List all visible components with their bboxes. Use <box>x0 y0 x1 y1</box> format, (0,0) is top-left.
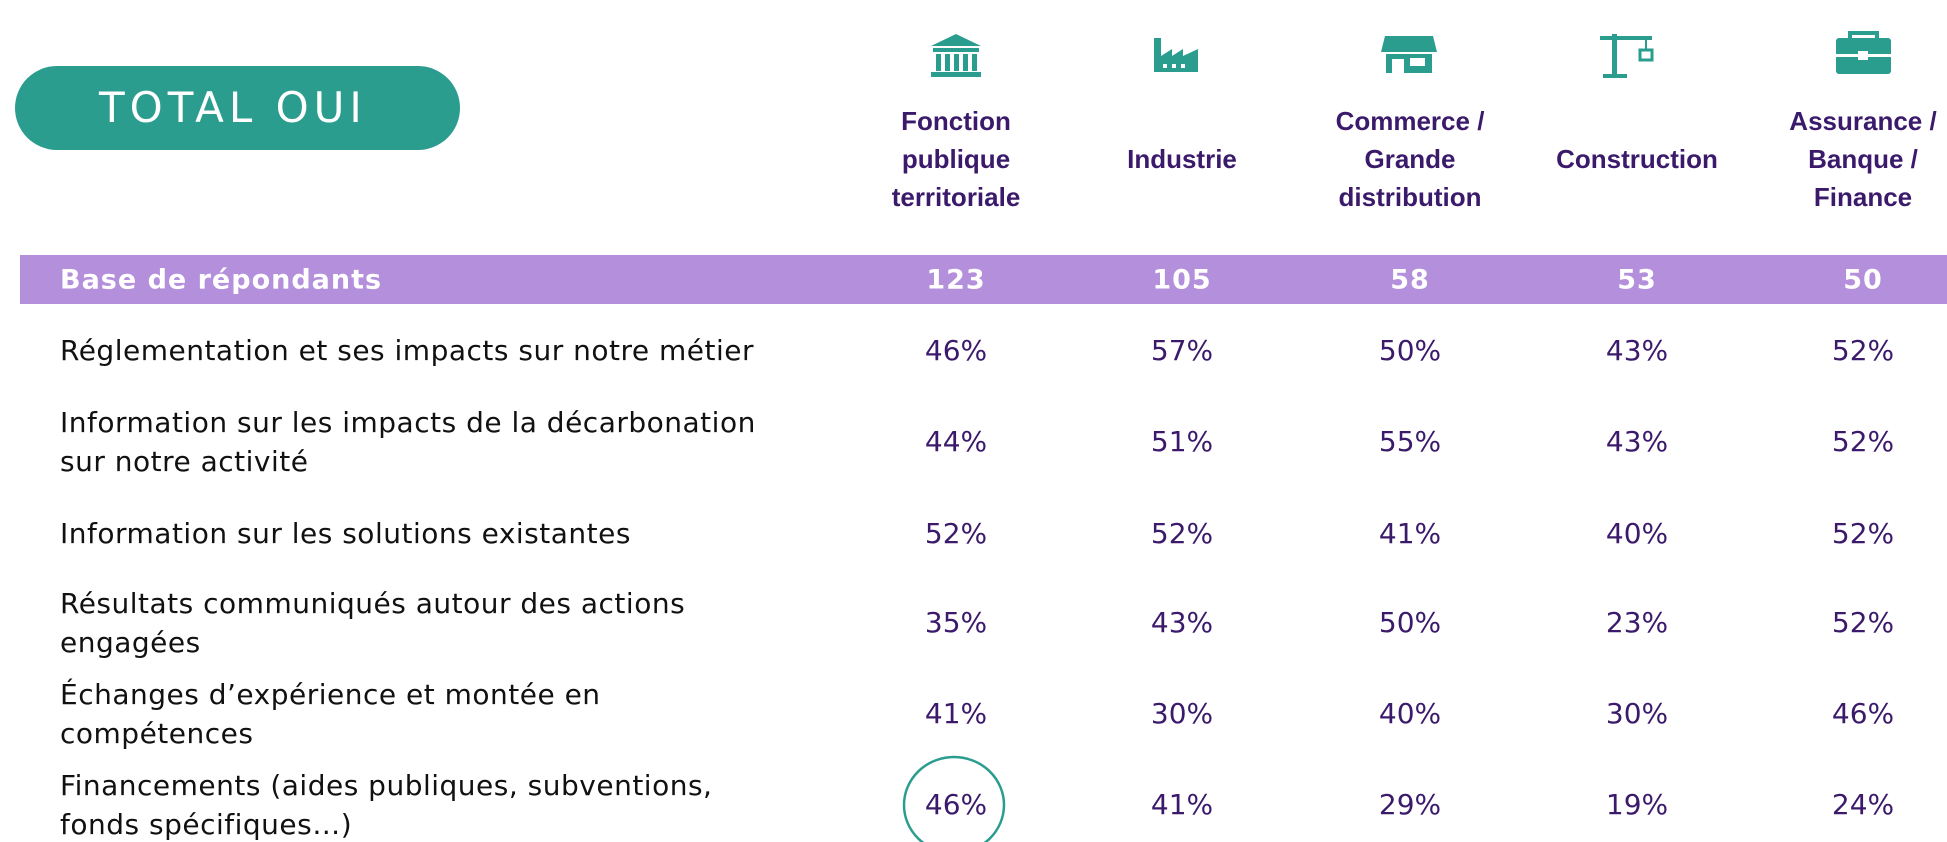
cell-value: 43% <box>1605 425 1669 458</box>
cell-value: 23% <box>1605 606 1669 639</box>
cell-value: 19% <box>1605 788 1669 821</box>
icon-factory <box>1154 38 1198 72</box>
column-header: territoriale <box>891 182 1021 212</box>
highlight-circle <box>902 755 1006 842</box>
row-label: Échanges d’expérience et montée en <box>60 677 601 711</box>
title: TOTAL OUI <box>99 83 367 132</box>
cell-value: 41% <box>1378 517 1442 550</box>
title-pill <box>15 66 460 150</box>
cell-value: 24% <box>1831 788 1895 821</box>
cell-value: 46% <box>924 334 988 367</box>
cell-value: 46% <box>924 788 988 821</box>
icon-shop <box>1381 36 1437 73</box>
cell-value: 35% <box>924 606 988 639</box>
cell-value: 30% <box>1150 697 1214 730</box>
column-header: Fonction <box>901 106 1011 136</box>
column-header: Banque / <box>1808 144 1918 174</box>
cell-value: 50% <box>1378 606 1442 639</box>
row-label: engagées <box>60 625 201 659</box>
cell-value: 57% <box>1150 334 1214 367</box>
base-band <box>20 255 1947 304</box>
base-value: 50 <box>1843 264 1883 296</box>
base-value: 53 <box>1617 264 1657 296</box>
icon-government <box>931 34 981 77</box>
row-label: compétences <box>60 716 254 750</box>
cell-value: 52% <box>1831 517 1895 550</box>
cell-value: 51% <box>1150 425 1214 458</box>
column-header: Finance <box>1813 182 1913 212</box>
cell-value: 43% <box>1605 334 1669 367</box>
cell-value: 43% <box>1150 606 1214 639</box>
column-header: Industrie <box>1127 144 1237 174</box>
row-label: Information sur les impacts de la décarb… <box>60 405 756 439</box>
row-label: fonds spécifiques…) <box>60 807 353 841</box>
row-label: Résultats communiqués autour des actions <box>60 586 686 620</box>
cell-value: 41% <box>924 697 988 730</box>
cell-value: 30% <box>1605 697 1669 730</box>
row-label: sur notre activité <box>60 444 309 478</box>
cell-value: 55% <box>1378 425 1442 458</box>
icon-briefcase <box>1836 31 1891 74</box>
cell-value: 40% <box>1605 517 1669 550</box>
cell-value: 41% <box>1150 788 1214 821</box>
icon-crane <box>1600 34 1654 78</box>
cell-value: 50% <box>1378 334 1442 367</box>
column-header: Assurance / <box>1789 106 1937 136</box>
row-label: Réglementation et ses impacts sur notre … <box>60 334 755 367</box>
cell-value: 40% <box>1378 697 1442 730</box>
column-header: Commerce / <box>1335 106 1485 136</box>
base-value: 123 <box>926 264 986 296</box>
base-value: 58 <box>1390 264 1430 296</box>
base-label: Base de répondants <box>60 264 383 296</box>
cell-value: 52% <box>1831 425 1895 458</box>
cell-value: 52% <box>1831 334 1895 367</box>
column-header: Construction <box>1556 144 1718 174</box>
cell-value: 44% <box>924 425 988 458</box>
base-value: 105 <box>1152 264 1212 296</box>
column-header: distribution <box>1338 182 1482 212</box>
row-label: Information sur les solutions existantes <box>60 517 631 550</box>
cell-value: 46% <box>1831 697 1895 730</box>
column-header: Grande <box>1364 144 1456 174</box>
row-label: Financements (aides publiques, subventio… <box>60 768 713 802</box>
cell-value: 29% <box>1378 788 1442 821</box>
column-header: publique <box>901 144 1011 174</box>
cell-value: 52% <box>924 517 988 550</box>
cell-value: 52% <box>1831 606 1895 639</box>
cell-value: 52% <box>1150 517 1214 550</box>
